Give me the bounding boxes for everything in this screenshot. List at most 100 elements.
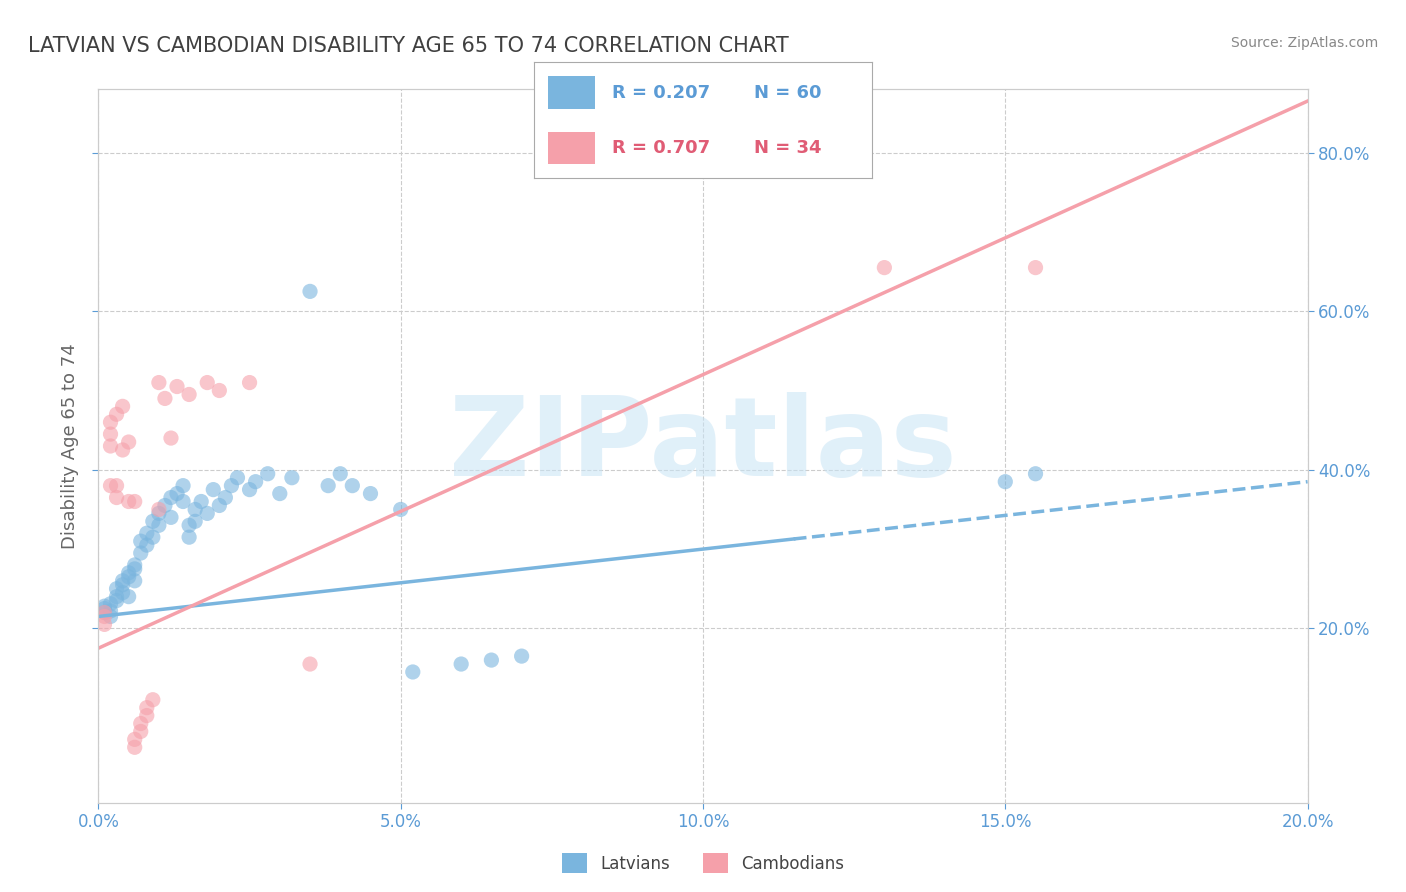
Point xyxy=(195,507,218,521)
Point xyxy=(316,478,339,492)
Text: ZIPatlas: ZIPatlas xyxy=(449,392,957,500)
Point xyxy=(166,379,188,393)
Point xyxy=(93,609,115,624)
Point xyxy=(124,562,146,576)
Point xyxy=(111,578,134,592)
Point xyxy=(994,475,1017,489)
Point xyxy=(124,558,146,572)
Point xyxy=(148,502,170,516)
Point xyxy=(105,407,128,421)
Point xyxy=(100,427,122,442)
Point xyxy=(195,376,218,390)
Point xyxy=(1024,260,1046,275)
Point xyxy=(142,530,165,544)
Legend: Latvians, Cambodians: Latvians, Cambodians xyxy=(555,847,851,880)
Point xyxy=(299,657,322,671)
Point xyxy=(179,530,201,544)
Point xyxy=(402,665,425,679)
Point xyxy=(172,478,194,492)
Point xyxy=(214,491,236,505)
Point xyxy=(148,376,170,390)
Point xyxy=(129,724,152,739)
Point xyxy=(100,478,122,492)
Point xyxy=(118,590,141,604)
Point xyxy=(360,486,382,500)
Point xyxy=(389,502,412,516)
Point xyxy=(153,499,176,513)
Point xyxy=(111,442,134,457)
Point xyxy=(208,384,231,398)
Point xyxy=(93,617,115,632)
Point xyxy=(172,494,194,508)
Point xyxy=(166,486,188,500)
Point xyxy=(100,439,122,453)
Y-axis label: Disability Age 65 to 74: Disability Age 65 to 74 xyxy=(60,343,79,549)
Point xyxy=(481,653,503,667)
Point xyxy=(105,593,128,607)
Point xyxy=(1024,467,1046,481)
Point xyxy=(124,740,146,755)
Point xyxy=(148,507,170,521)
Point xyxy=(256,467,278,481)
Point xyxy=(100,609,122,624)
Point xyxy=(160,431,183,445)
Point xyxy=(190,494,212,508)
Point xyxy=(202,483,225,497)
Point xyxy=(111,400,134,414)
Text: N = 60: N = 60 xyxy=(754,84,821,102)
Point xyxy=(221,478,243,492)
Point xyxy=(105,590,128,604)
Point xyxy=(105,478,128,492)
Point xyxy=(239,483,262,497)
Point xyxy=(160,510,183,524)
FancyBboxPatch shape xyxy=(548,132,595,164)
Text: LATVIAN VS CAMBODIAN DISABILITY AGE 65 TO 74 CORRELATION CHART: LATVIAN VS CAMBODIAN DISABILITY AGE 65 T… xyxy=(28,36,789,55)
Point xyxy=(245,475,267,489)
Point xyxy=(111,585,134,599)
Point xyxy=(124,574,146,588)
Point xyxy=(135,538,157,552)
Point xyxy=(105,491,128,505)
Point xyxy=(93,606,115,620)
Point xyxy=(124,732,146,747)
Point xyxy=(269,486,291,500)
Text: R = 0.207: R = 0.207 xyxy=(612,84,710,102)
Point xyxy=(148,518,170,533)
Point xyxy=(93,599,115,614)
Point xyxy=(208,499,231,513)
Point xyxy=(129,716,152,731)
Point xyxy=(226,471,249,485)
Text: R = 0.707: R = 0.707 xyxy=(612,139,710,157)
Point xyxy=(93,606,115,620)
Point xyxy=(510,649,533,664)
Point xyxy=(111,574,134,588)
Point xyxy=(142,514,165,528)
Point xyxy=(129,534,152,549)
Point xyxy=(118,494,141,508)
Point xyxy=(142,692,165,706)
Point xyxy=(153,392,176,406)
Point xyxy=(160,491,183,505)
Text: N = 34: N = 34 xyxy=(754,139,821,157)
Point xyxy=(118,435,141,450)
Text: Source: ZipAtlas.com: Source: ZipAtlas.com xyxy=(1230,36,1378,50)
Point xyxy=(239,376,262,390)
Point xyxy=(129,546,152,560)
Point xyxy=(342,478,364,492)
Point xyxy=(299,285,322,299)
Point xyxy=(184,514,207,528)
Point xyxy=(105,582,128,596)
Point xyxy=(179,387,201,401)
Point xyxy=(93,601,115,615)
Point xyxy=(329,467,352,481)
Point xyxy=(100,597,122,611)
Point xyxy=(135,526,157,541)
Point xyxy=(118,570,141,584)
Point xyxy=(450,657,472,671)
Point xyxy=(100,604,122,618)
Point xyxy=(135,708,157,723)
Point xyxy=(179,518,201,533)
Point xyxy=(135,700,157,714)
Point xyxy=(124,494,146,508)
Point xyxy=(184,502,207,516)
